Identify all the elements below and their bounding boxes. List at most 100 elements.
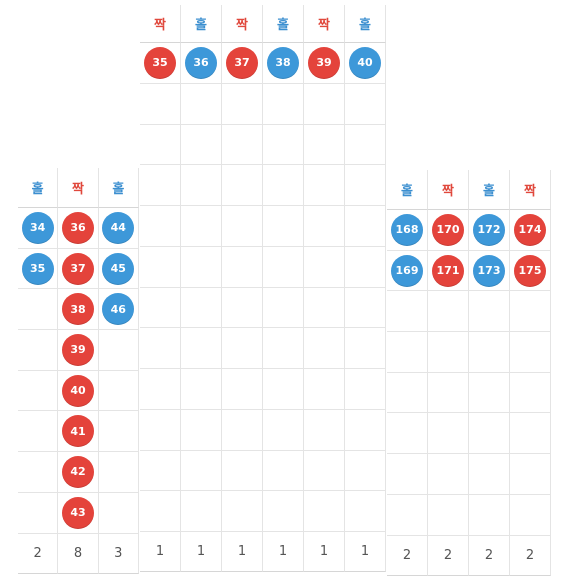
grid-cell <box>98 370 139 412</box>
grid-cell <box>98 492 139 534</box>
column-header: 홀 <box>387 170 428 210</box>
grid-cell <box>345 328 386 369</box>
grid-cell <box>304 124 345 166</box>
grid-cell <box>469 494 510 536</box>
column-count: 1 <box>140 532 181 572</box>
grid-cell: 37 <box>222 43 263 84</box>
grid-cell <box>140 409 181 451</box>
grid-cell: 39 <box>58 330 99 371</box>
even-ball: 35 <box>144 46 176 79</box>
column-count: 2 <box>428 535 469 576</box>
odd-ball: 46 <box>102 293 135 326</box>
even-ball: 174 <box>514 213 546 246</box>
grid-cell <box>263 165 304 206</box>
grid-cell <box>140 124 181 166</box>
grid-cell <box>510 454 551 495</box>
grid-cell <box>428 372 469 414</box>
grid-cell <box>510 332 551 373</box>
grid-cell <box>222 165 263 206</box>
grid-cell <box>387 454 428 495</box>
grid-cell <box>345 124 386 166</box>
grid-cell <box>304 450 345 492</box>
even-ball: 39 <box>308 46 340 79</box>
grid-cell <box>181 124 222 166</box>
grid-cell <box>304 491 345 532</box>
grid-cell <box>181 206 222 247</box>
grid-cell <box>98 330 139 371</box>
grid-cell <box>140 491 181 532</box>
grid-cell <box>222 287 263 329</box>
grid-cell <box>181 409 222 451</box>
grid-cell <box>222 206 263 247</box>
grid-cell: 40 <box>58 370 99 412</box>
column-count: 8 <box>58 533 99 574</box>
grid-cell <box>345 287 386 329</box>
left-panel: 홀 짝 홀 34 36 44 35 37 45 38 46 39 40 41 42 43 2 8 3 <box>18 168 139 574</box>
odd-ball: 173 <box>473 254 505 287</box>
grid-cell <box>510 413 551 455</box>
grid-cell <box>469 454 510 495</box>
grid-cell <box>181 287 222 329</box>
odd-ball: 38 <box>267 46 299 79</box>
grid-cell <box>428 291 469 333</box>
grid-cell: 170 <box>428 210 469 251</box>
grid-cell: 37 <box>58 248 99 290</box>
odd-ball: 169 <box>391 254 423 287</box>
grid-cell <box>181 83 222 125</box>
grid-cell <box>387 372 428 414</box>
grid-cell <box>387 413 428 455</box>
column-header: 짝 <box>510 170 551 210</box>
grid-cell: 38 <box>58 289 99 331</box>
even-ball: 170 <box>432 213 464 246</box>
grid-cell <box>345 83 386 125</box>
grid-cell: 36 <box>181 43 222 84</box>
grid-cell <box>140 450 181 492</box>
grid-cell <box>510 372 551 414</box>
column-header: 짝 <box>58 168 99 208</box>
grid-cell <box>140 287 181 329</box>
grid-cell: 174 <box>510 210 551 251</box>
grid-cell <box>263 409 304 451</box>
odd-ball: 44 <box>102 211 135 244</box>
grid-cell <box>469 372 510 414</box>
grid-cell: 39 <box>304 43 345 84</box>
grid-cell <box>263 450 304 492</box>
even-ball: 37 <box>61 252 94 285</box>
grid-cell <box>345 491 386 532</box>
grid-cell <box>304 83 345 125</box>
even-ball: 40 <box>61 374 94 407</box>
grid-cell <box>181 369 222 410</box>
grid-cell: 34 <box>18 208 59 249</box>
grid-cell <box>510 291 551 333</box>
column-count: 1 <box>222 532 263 572</box>
even-ball: 37 <box>226 46 258 79</box>
odd-ball: 172 <box>473 213 505 246</box>
grid-cell: 35 <box>18 248 59 290</box>
column-count: 3 <box>98 533 139 574</box>
grid-cell <box>428 413 469 455</box>
column-header: 짝 <box>222 5 263 43</box>
grid-cell <box>263 328 304 369</box>
column-header: 짝 <box>304 5 345 43</box>
column-count: 2 <box>387 535 428 576</box>
column-count: 1 <box>263 532 304 572</box>
grid-cell <box>345 369 386 410</box>
grid-cell <box>469 413 510 455</box>
even-ball: 171 <box>432 254 464 287</box>
even-ball: 43 <box>61 496 94 529</box>
column-count: 1 <box>181 532 222 572</box>
grid-cell <box>181 165 222 206</box>
column-header: 홀 <box>98 168 139 208</box>
column-header: 짝 <box>140 5 181 43</box>
grid-cell <box>181 246 222 288</box>
grid-cell: 43 <box>58 492 99 534</box>
grid-cell: 44 <box>98 208 139 249</box>
even-ball: 175 <box>514 254 546 287</box>
grid-cell: 35 <box>140 43 181 84</box>
grid-cell: 173 <box>469 250 510 292</box>
grid-cell <box>140 369 181 410</box>
grid-cell <box>222 246 263 288</box>
grid-cell <box>18 289 59 331</box>
grid-cell <box>428 332 469 373</box>
grid-cell <box>345 206 386 247</box>
